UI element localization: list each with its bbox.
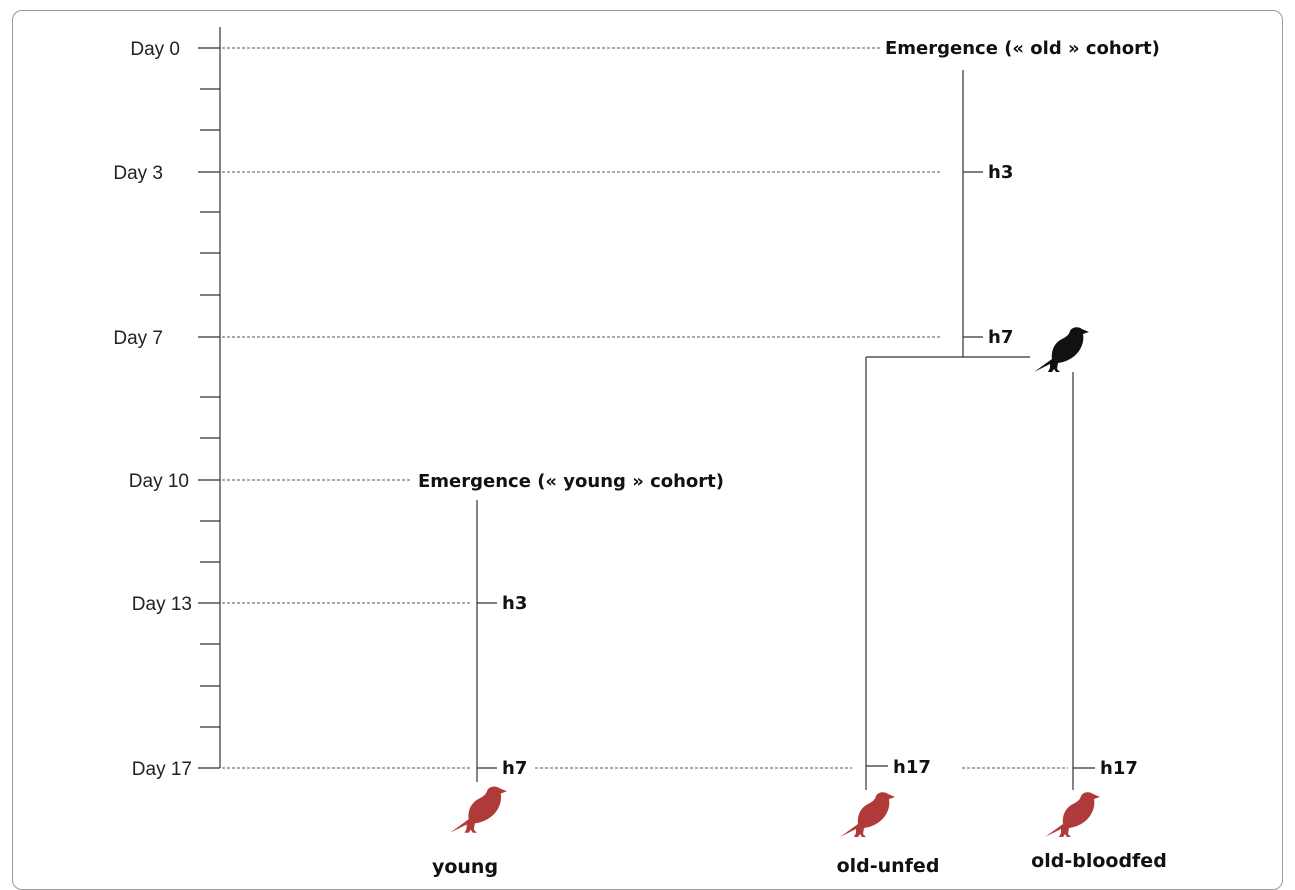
group-label-young: young (432, 856, 498, 878)
group-label-old-unfed: old-unfed (837, 855, 940, 877)
day-0-label: Day 0 (130, 39, 180, 60)
bird-icon (1034, 327, 1089, 372)
young-cohort-emergence-label: Emergence (« young » cohort) (418, 471, 724, 492)
group-label-old-bloodfed: old-bloodfed (1031, 850, 1167, 872)
young-h3-label: h3 (502, 593, 527, 614)
bird-icon (1045, 792, 1100, 837)
bird-icon (450, 786, 507, 833)
old-cohort-emergence-label: Emergence (« old » cohort) (885, 38, 1160, 59)
day-3-label: Day 3 (113, 163, 163, 184)
young-h7-label: h7 (502, 758, 527, 779)
day-7-label: Day 7 (113, 328, 163, 349)
dotted-guides (222, 47, 1068, 769)
minor-ticks (200, 88, 220, 728)
day-10-label: Day 10 (129, 471, 189, 492)
old-unfed-h17-label: h17 (893, 757, 931, 778)
bird-icon (840, 792, 895, 837)
old-h3-label: h3 (988, 162, 1013, 183)
day-17-label: Day 17 (132, 759, 192, 780)
day-13-label: Day 13 (132, 594, 192, 615)
old-h7-label: h7 (988, 327, 1013, 348)
major-ticks (198, 47, 220, 769)
old-bloodfed-h17-label: h17 (1100, 758, 1138, 779)
